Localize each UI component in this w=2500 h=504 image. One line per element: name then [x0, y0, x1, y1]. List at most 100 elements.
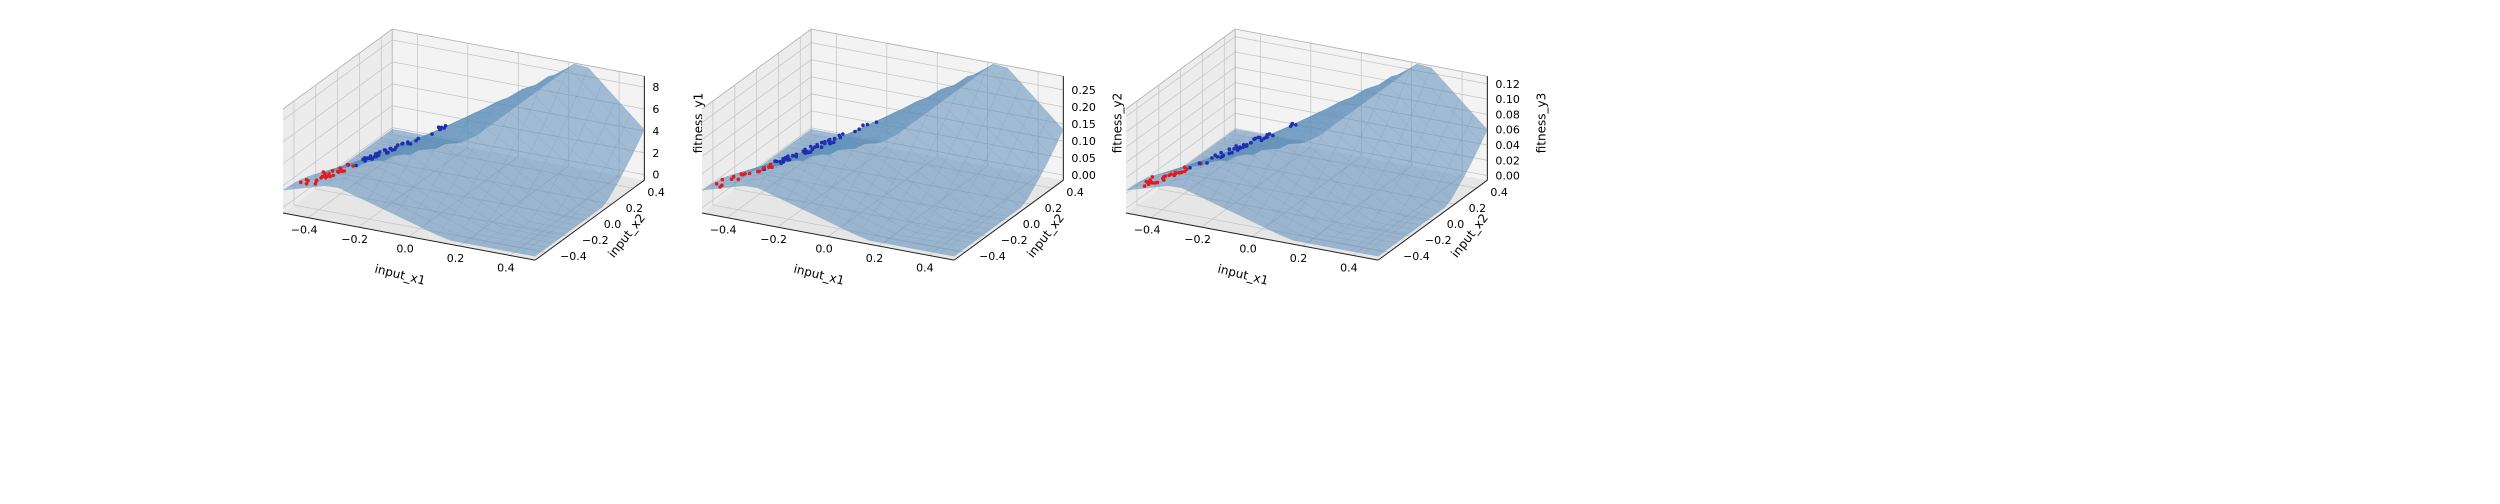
z-tick-label: 0.10 — [1495, 93, 1520, 106]
blue-point — [787, 157, 792, 162]
y-tick-label: 0.2 — [1045, 202, 1063, 215]
z-tick-label: 0.04 — [1495, 139, 1520, 152]
x-tick-label: 0.4 — [1340, 261, 1358, 274]
blue-point — [1234, 144, 1238, 148]
red-point — [743, 172, 747, 176]
blue-point — [823, 141, 827, 146]
z-tick-label: 0.08 — [1495, 108, 1520, 121]
red-point — [323, 176, 328, 180]
blue-point — [1259, 138, 1264, 143]
red-point — [328, 174, 332, 179]
red-point — [323, 172, 327, 176]
blue-point — [803, 147, 807, 152]
blue-point — [388, 146, 393, 151]
blue-point — [1205, 161, 1209, 165]
blue-point — [790, 153, 795, 158]
blue-point — [810, 147, 815, 152]
blue-point — [832, 140, 836, 145]
red-point — [1184, 167, 1189, 171]
axis-lines — [1125, 76, 1488, 261]
blue-point — [1258, 135, 1262, 140]
blue-point — [853, 129, 857, 134]
y-axis-line — [534, 179, 645, 261]
blue-point — [1227, 147, 1232, 151]
sample-points — [1142, 121, 1298, 188]
x-axis-label: input_x1 — [792, 262, 845, 288]
blue-point — [1197, 161, 1202, 165]
blue-point — [1294, 123, 1298, 127]
blue-point — [400, 142, 404, 146]
blue-point — [1288, 124, 1293, 129]
blue-point — [832, 136, 837, 141]
y-tick-label: 0.2 — [1469, 202, 1487, 215]
x-axis-label: input_x1 — [1216, 262, 1269, 288]
blue-point — [1241, 143, 1246, 147]
red-point — [736, 177, 741, 182]
y-tick-label: −0.4 — [560, 250, 587, 263]
z-tick-label: 0.20 — [1071, 101, 1096, 114]
red-point — [714, 182, 719, 186]
y-tick-label: −0.2 — [582, 234, 609, 247]
blue-point — [436, 125, 441, 129]
blue-point — [1265, 133, 1269, 137]
y-tick-label: 0.2 — [626, 202, 644, 215]
x-tick-label: 0.4 — [497, 261, 515, 274]
z-axis-label: fitness_y2 — [1110, 93, 1124, 154]
x-tick-label: 0.2 — [447, 252, 465, 265]
x-tick-label: −0.2 — [1184, 233, 1211, 246]
red-point — [330, 169, 335, 173]
blue-point — [865, 122, 870, 127]
blue-point — [1210, 156, 1214, 160]
red-point — [770, 165, 774, 169]
red-point — [1146, 182, 1151, 186]
subplot-fitness-y3: −0.4−0.20.00.20.4−0.4−0.20.00.20.40.000.… — [1125, 28, 1548, 288]
z-tick-label: 0.10 — [1071, 135, 1096, 148]
y-tick-label: 0.4 — [1490, 186, 1508, 199]
subplot-fitness-y1: −0.4−0.20.00.20.4−0.4−0.20.00.20.402468 … — [282, 28, 705, 288]
red-point — [1179, 170, 1184, 174]
z-tick-label: 0.15 — [1071, 118, 1096, 131]
z-tick-label: 0 — [652, 169, 659, 182]
y-tick-label: 0.0 — [1023, 218, 1041, 231]
surface-facet — [624, 113, 645, 143]
blue-point — [841, 132, 845, 136]
x-tick-label: −0.2 — [760, 233, 787, 246]
red-point — [345, 162, 350, 167]
red-point — [740, 172, 744, 177]
red-point — [720, 183, 724, 188]
blue-point — [813, 145, 817, 149]
red-point — [351, 164, 356, 168]
x-tick-label: 0.2 — [866, 252, 884, 265]
red-point — [320, 174, 325, 179]
z-tick-label: 0.25 — [1071, 84, 1096, 97]
blue-point — [375, 151, 380, 156]
blue-point — [1252, 137, 1256, 141]
blue-point — [779, 161, 783, 166]
red-point — [1162, 175, 1166, 179]
blue-point — [354, 163, 359, 168]
z-tick-label: 0.02 — [1495, 154, 1520, 167]
blue-point — [396, 143, 400, 147]
subplot-fitness-y2: −0.4−0.20.00.20.4−0.4−0.20.00.20.40.000.… — [701, 28, 1124, 288]
blue-point — [392, 147, 397, 152]
x-tick-label: 0.0 — [396, 243, 414, 256]
red-point — [768, 162, 773, 167]
red-point — [762, 166, 766, 170]
x-axis-line — [282, 212, 536, 261]
axis-lines — [701, 76, 1064, 261]
red-point — [313, 182, 318, 186]
blue-point — [826, 138, 831, 143]
red-point — [1177, 171, 1181, 175]
x-tick-label: 0.0 — [815, 243, 833, 256]
blue-point — [1219, 150, 1223, 155]
blue-point — [1238, 146, 1242, 150]
z-tick-label: 0.00 — [1495, 170, 1520, 183]
z-tick-label: 0.06 — [1495, 124, 1520, 137]
tick-labels: −0.4−0.20.00.20.4−0.4−0.20.00.20.40.000.… — [1134, 78, 1520, 275]
blue-point — [803, 151, 808, 155]
red-point — [729, 177, 734, 181]
blue-point — [370, 157, 375, 161]
red-point — [327, 172, 331, 176]
